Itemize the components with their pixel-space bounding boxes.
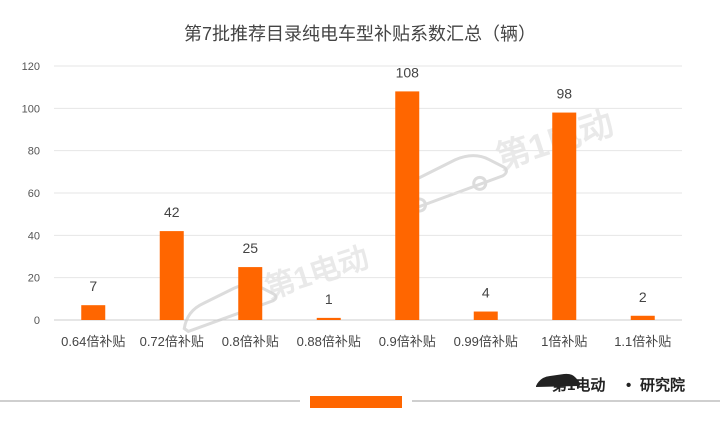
bar	[630, 315, 655, 320]
gridlines	[54, 65, 682, 321]
y-tick-label: 0	[34, 315, 40, 327]
x-category-label: 0.88倍补贴	[297, 334, 361, 349]
y-tick-label: 60	[28, 188, 40, 200]
y-tick-label: 20	[28, 273, 40, 285]
data-label: 42	[164, 204, 180, 220]
bar	[238, 267, 263, 320]
data-label: 7	[89, 278, 97, 294]
bar	[473, 311, 498, 320]
y-tick-label: 100	[22, 103, 40, 115]
x-category-label: 0.72倍补贴	[140, 334, 204, 349]
svg-text:第1电动: 第1电动	[261, 240, 373, 305]
footer-accent-bar	[310, 396, 402, 408]
data-label: 25	[242, 240, 258, 256]
bar	[159, 231, 184, 320]
x-axis-labels: 0.64倍补贴 0.72倍补贴 0.8倍补贴 0.88倍补贴 0.9倍补贴 0.99倍补贴…	[61, 334, 671, 349]
data-label: 108	[396, 64, 420, 80]
x-category-label: 1.1倍补贴	[614, 334, 671, 349]
bars	[81, 91, 655, 321]
data-label: 98	[556, 86, 572, 102]
watermark-logo-secondary: 第1电动	[182, 240, 373, 334]
data-label: 4	[482, 285, 490, 301]
bar	[395, 91, 420, 321]
watermark-logo: 第1电动	[395, 104, 618, 214]
x-category-label: 0.99倍补贴	[454, 334, 518, 349]
bar	[81, 305, 106, 320]
y-tick-label: 40	[28, 230, 40, 242]
footer-brand: 第1电动 • 研究院	[536, 373, 685, 394]
chart-title: 第7批推荐目录纯电车型补贴系数汇总（辆）	[184, 24, 536, 44]
bar	[316, 317, 341, 320]
data-label: 1	[325, 291, 333, 307]
y-tick-label: 120	[22, 61, 40, 73]
footer-separator: •	[626, 377, 631, 394]
footer-brand-name: 第1电动	[552, 376, 605, 394]
x-category-label: 1倍补贴	[541, 334, 587, 349]
y-axis-ticks: 0 20 40 60 80 100 120	[22, 61, 40, 327]
x-category-label: 0.9倍补贴	[379, 334, 436, 349]
data-labels: 7 42 25 1 108 4 98 2	[89, 64, 647, 306]
footer-brand-suffix: 研究院	[640, 376, 685, 394]
x-category-label: 0.64倍补贴	[61, 334, 125, 349]
x-category-label: 0.8倍补贴	[222, 334, 279, 349]
y-tick-label: 80	[28, 146, 40, 158]
bar	[552, 112, 577, 320]
car-logo-icon	[536, 373, 581, 387]
data-label: 2	[639, 289, 647, 305]
